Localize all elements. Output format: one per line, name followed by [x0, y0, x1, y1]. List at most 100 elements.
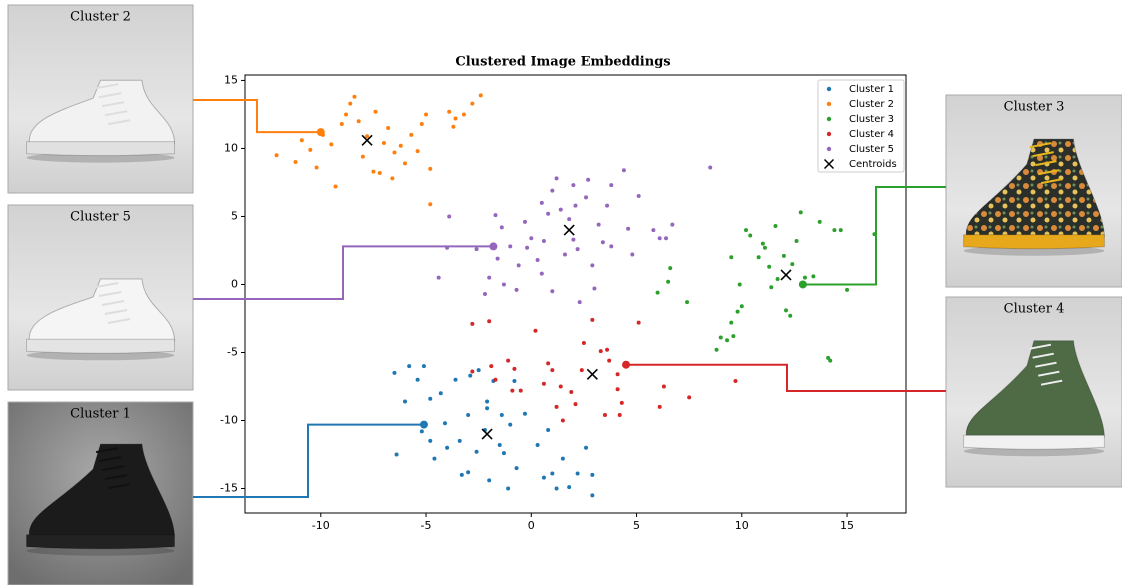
shoe-lace [98, 92, 122, 99]
panel-title: Cluster 5 [70, 210, 131, 225]
point [470, 321, 475, 326]
point [657, 236, 662, 241]
x-tick-label: -10 [312, 519, 330, 532]
point [714, 347, 719, 352]
y-tick-label: -10 [220, 414, 238, 427]
point [733, 379, 738, 384]
point [541, 238, 546, 243]
point [457, 438, 462, 443]
chart-title: Clustered Image Embeddings [455, 55, 670, 70]
x-tick-label: 15 [840, 519, 854, 532]
point [535, 257, 540, 262]
point [744, 228, 749, 233]
point [476, 368, 481, 373]
point [554, 176, 559, 181]
point [424, 112, 429, 117]
shoe-lace [101, 300, 125, 306]
point [394, 452, 399, 457]
centroid [780, 269, 792, 281]
point [546, 361, 551, 366]
point [664, 236, 669, 241]
shoe-lace [1029, 343, 1052, 350]
shoe-lace [1040, 178, 1063, 185]
x-marker-stroke [780, 269, 792, 281]
point [775, 277, 780, 282]
shoe-lace [1032, 151, 1054, 158]
point [461, 112, 466, 117]
connector [193, 99, 321, 134]
shoe-lace [1035, 160, 1057, 167]
point [485, 399, 490, 404]
point [737, 282, 742, 287]
point [685, 300, 690, 305]
point [459, 472, 464, 477]
point [575, 247, 580, 252]
point [506, 486, 511, 491]
point [522, 411, 527, 416]
image-panel: Cluster 2 [7, 4, 194, 194]
point [539, 200, 544, 205]
point [348, 101, 353, 106]
shoe-lace [107, 119, 131, 126]
point [577, 300, 582, 305]
connector [193, 423, 424, 498]
point [501, 451, 506, 456]
x-marker-stroke [481, 428, 493, 440]
image-panel: Cluster 3 [945, 94, 1122, 288]
point [352, 94, 357, 99]
point [308, 147, 313, 152]
centroid [586, 368, 598, 380]
shoe-sole [26, 338, 175, 354]
point [573, 402, 578, 407]
point [512, 379, 517, 384]
point [516, 263, 521, 268]
point [525, 245, 530, 250]
x-tick-label: 10 [735, 519, 749, 532]
point [735, 309, 740, 314]
point [506, 358, 511, 363]
point [571, 183, 576, 188]
legend-label: Centroids [849, 159, 897, 170]
point [567, 485, 572, 490]
point [773, 223, 778, 228]
point [487, 478, 492, 483]
point [687, 395, 692, 400]
point [729, 320, 734, 325]
image-panel: Cluster 1 [7, 401, 194, 585]
y-tick-label: 10 [224, 141, 238, 154]
shoe-lace [1038, 370, 1060, 377]
point [560, 456, 565, 461]
point [562, 252, 567, 257]
legend-label: Cluster 3 [849, 114, 894, 125]
point [670, 222, 675, 227]
point [409, 132, 414, 137]
point [558, 207, 563, 212]
shoe-upper [28, 79, 176, 145]
point [592, 286, 597, 291]
point [790, 262, 795, 267]
point [554, 404, 559, 409]
point [581, 340, 586, 345]
x-marker-stroke [563, 224, 575, 236]
point [535, 442, 540, 447]
point [586, 177, 591, 182]
point [432, 456, 437, 461]
point [666, 279, 671, 284]
point [501, 282, 506, 287]
point [497, 442, 502, 447]
shoe-lace [98, 291, 122, 297]
shoe-lace [107, 483, 131, 490]
shoe-sole [26, 534, 175, 550]
point [729, 255, 734, 260]
point [817, 219, 822, 224]
point [661, 384, 666, 389]
y-tick-label: -5 [227, 345, 238, 358]
point [365, 134, 370, 139]
legend-marker [826, 86, 832, 92]
point [402, 161, 407, 166]
point [626, 226, 631, 231]
point [668, 266, 673, 271]
point [541, 381, 546, 386]
point [499, 413, 504, 418]
y-tick-label: 15 [224, 73, 238, 86]
